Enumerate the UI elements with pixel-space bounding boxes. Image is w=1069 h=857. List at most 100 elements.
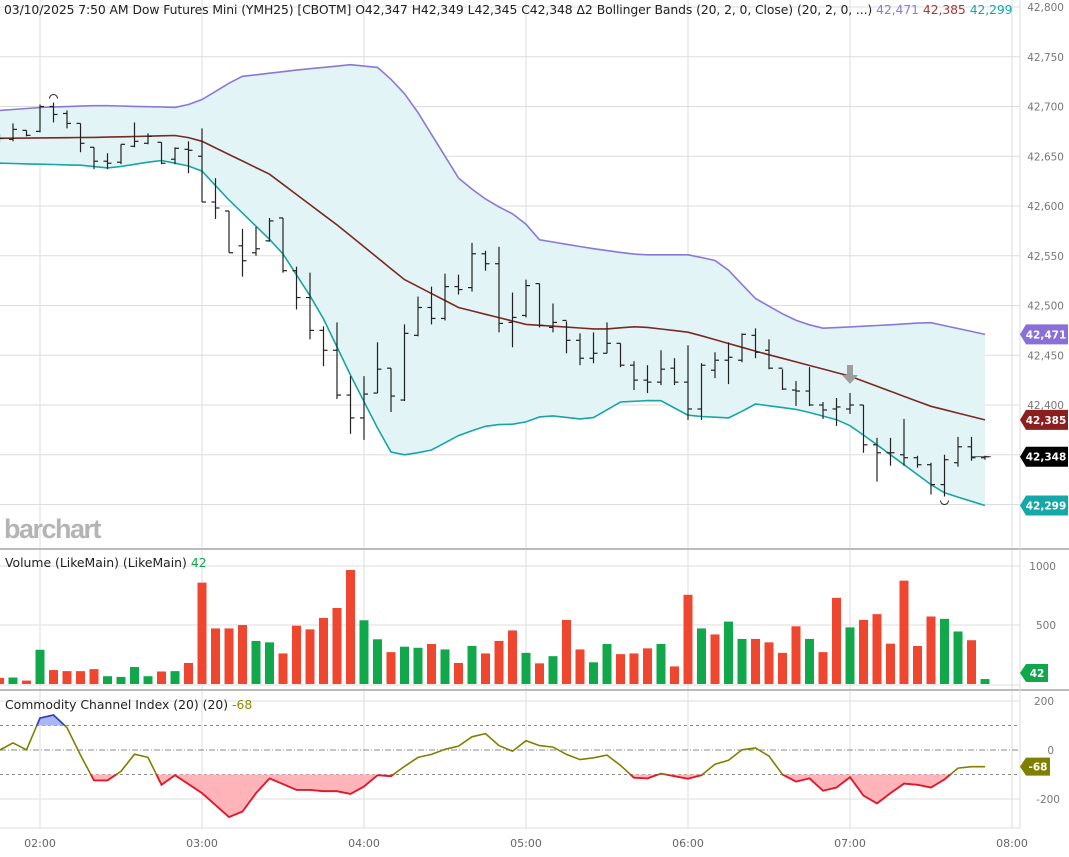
ohlc-bar[interactable] [63,110,71,129]
volume-bar [22,680,31,684]
ohlc-bar[interactable] [414,296,422,337]
ohlc-bar[interactable] [846,393,854,414]
ohlc-bar[interactable] [468,242,476,292]
ohlc-bar[interactable] [927,462,935,495]
ohlc-bar[interactable] [360,376,368,440]
cci-tag: -68 [1020,757,1050,776]
ohlc-bar[interactable] [238,228,247,277]
ohlc-bar[interactable] [495,246,503,333]
volume-bar [913,646,922,684]
ohlc-bar[interactable] [427,286,436,325]
ohlc-bar[interactable] [333,322,341,400]
ohlc-bar[interactable] [387,367,395,412]
ohlc-bar[interactable] [103,153,112,170]
ohlc-bar[interactable] [724,342,733,385]
ohlc-bar[interactable] [751,328,760,359]
ohlc-bar[interactable] [265,217,274,242]
volume-bar [805,638,814,684]
volume-bar [670,666,679,684]
ohlc-bar[interactable] [117,143,125,165]
ohlc-bar[interactable] [9,123,17,142]
ohlc-bar[interactable] [481,250,490,271]
chart-markers [49,94,949,506]
ohlc-bar[interactable] [198,128,206,203]
ohlc-bar[interactable] [765,339,773,370]
volume-bar [116,676,126,684]
ohlc-bar[interactable] [90,146,98,170]
ohlc-bar[interactable] [400,324,409,402]
ohlc-bar[interactable] [549,303,557,333]
ohlc-bar[interactable] [657,350,665,386]
ohlc-bar[interactable] [711,352,719,379]
ohlc-bar[interactable] [252,226,260,256]
cci-current-value: -68 [232,697,253,712]
volume-bar [508,630,517,684]
ohlc-bar[interactable] [130,122,139,148]
ohlc-bar[interactable] [535,283,544,328]
ohlc-bar[interactable] [49,102,58,123]
ohlc-bar[interactable] [886,437,895,466]
ohlc-bar[interactable] [778,367,787,391]
ohlc-bar[interactable] [684,345,692,420]
ohlc-bar[interactable] [279,217,287,273]
ohlc-bar[interactable] [630,361,638,391]
volume-bar [589,662,598,684]
volume-bar [899,580,909,684]
ohlc-bar[interactable] [225,210,233,254]
ohlc-bar[interactable] [589,332,598,364]
ohlc-bar[interactable] [508,292,517,348]
ohlc-bar[interactable] [913,455,922,468]
ohlc-bar[interactable] [792,381,800,406]
volume-bar [656,643,666,684]
ohlc-bar[interactable] [292,266,301,310]
volume-bar [305,629,315,684]
cci-pane-label[interactable]: Commodity Channel Index (20) (20) -68 [5,697,252,712]
ohlc-bar[interactable] [22,129,31,137]
ohlc-bar[interactable] [157,141,166,165]
ohlc-bar[interactable] [859,404,868,453]
ohlc-bar[interactable] [940,454,949,497]
ohlc-bar[interactable] [144,133,152,145]
ohlc-bar[interactable] [603,322,611,354]
ohlc-bar[interactable] [738,333,746,363]
ohlc-bar[interactable] [832,398,841,426]
open-value: O42,347 [355,2,408,17]
ohlc-bar[interactable] [805,367,814,406]
ohlc-bar[interactable] [670,358,679,386]
ohlc-bar[interactable] [522,279,530,318]
study-params[interactable]: (20, 2, 0, ...) [797,2,873,17]
volume-bars [0,570,990,684]
ohlc-bar[interactable] [319,326,328,367]
ohlc-bar[interactable] [36,104,44,133]
ohlc-bar[interactable] [184,141,193,174]
ohlc-bar[interactable] [616,342,625,368]
volume-bar [413,647,423,684]
ohlc-bar[interactable] [819,402,827,419]
ohlc-bar[interactable] [900,418,908,466]
ohlc-bar[interactable] [441,273,449,321]
ohlc-bar[interactable] [171,147,179,165]
volume-bar [562,619,571,684]
ohlc-bar[interactable] [954,436,962,467]
volume-pane-label[interactable]: Volume (LikeMain) (LikeMain) 42 [5,555,207,570]
ohlc-bar[interactable] [643,365,652,394]
ohlc-bar[interactable] [873,437,881,482]
ohlc-bar[interactable] [346,376,355,434]
cci-tag-shape [1020,757,1050,776]
volume-bar [76,671,85,684]
ohlc-bar[interactable] [76,122,85,153]
volume-bar [89,669,99,684]
volume-bar [103,676,112,684]
ohlc-bar[interactable] [373,342,382,394]
ohlc-bar[interactable] [211,178,220,219]
ohlc-bar[interactable] [0,134,4,142]
symbol-name[interactable]: Dow Futures Mini (YMH25) [CBOTM] [132,2,352,17]
ohlc-bar[interactable] [697,363,706,420]
ohlc-bar[interactable] [562,319,571,354]
ohlc-bar[interactable] [454,274,463,295]
study-name[interactable]: Bollinger Bands (20, 2, 0, Close) [596,2,793,17]
ohlc-bar[interactable] [576,333,584,366]
ohlc-bar[interactable] [306,272,314,340]
bollinger-lower-line [0,159,986,507]
